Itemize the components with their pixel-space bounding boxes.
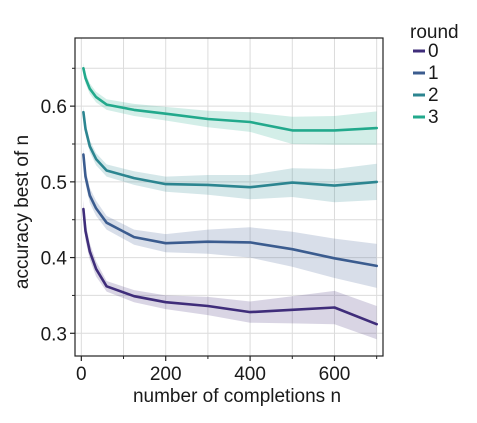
x-tick-label: 0 bbox=[76, 364, 87, 385]
legend-label-round-2: 2 bbox=[428, 85, 439, 106]
confidence-bands bbox=[83, 63, 377, 340]
legend-label-round-3: 3 bbox=[428, 107, 439, 128]
x-tick-label: 200 bbox=[150, 364, 182, 385]
confidence-band-round-1 bbox=[83, 147, 377, 288]
series-line-round-0 bbox=[82, 207, 378, 326]
plot-border bbox=[74, 37, 384, 357]
series-line-round-3 bbox=[82, 67, 378, 132]
tick-marks bbox=[70, 67, 378, 361]
y-tick-label: 0.5 bbox=[41, 173, 67, 194]
legend-label-round-1: 1 bbox=[428, 63, 439, 84]
plot-frame bbox=[74, 37, 384, 357]
y-tick-label: 0.4 bbox=[41, 249, 68, 270]
x-tick-label: 600 bbox=[319, 364, 351, 385]
legend-label-round-0: 0 bbox=[428, 41, 439, 62]
y-tick-labels: 0.3 0.4 0.5 0.6 bbox=[41, 97, 68, 345]
y-axis-title: accuracy best of n bbox=[12, 135, 33, 289]
grid bbox=[75, 38, 383, 356]
y-tick-label: 0.3 bbox=[41, 324, 67, 345]
series-line-round-1 bbox=[82, 153, 378, 268]
x-tick-labels: 0 200 400 600 bbox=[76, 364, 350, 385]
confidence-band-round-2 bbox=[83, 106, 377, 203]
x-tick-label: 400 bbox=[234, 364, 266, 385]
y-tick-label: 0.6 bbox=[41, 97, 67, 118]
x-axis-title: number of completions n bbox=[133, 386, 341, 407]
confidence-band-round-0 bbox=[83, 200, 377, 340]
series-line-round-2 bbox=[82, 110, 378, 189]
series-lines bbox=[82, 67, 378, 326]
confidence-band-round-3 bbox=[83, 63, 377, 145]
legend-title: round bbox=[410, 22, 459, 43]
